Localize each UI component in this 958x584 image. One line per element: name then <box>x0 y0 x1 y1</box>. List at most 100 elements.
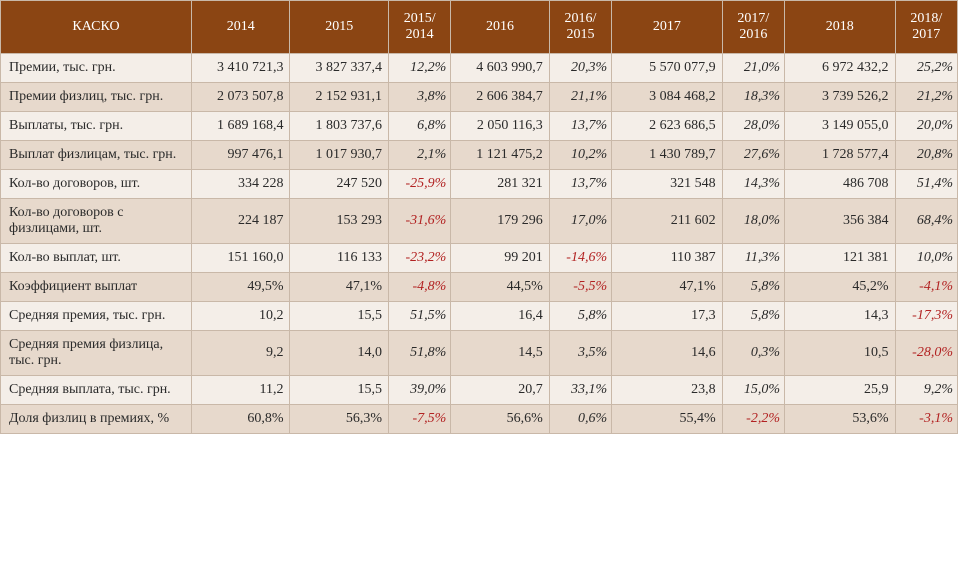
value-cell: 25,9 <box>784 376 895 405</box>
pct-cell: 20,8% <box>895 141 957 170</box>
pct-cell: 15,0% <box>722 376 784 405</box>
row-label: Премии физлиц, тыс. грн. <box>1 83 192 112</box>
value-cell: 281 321 <box>451 170 550 199</box>
value-cell: 17,3 <box>612 302 723 331</box>
header-col: 2016/ 2015 <box>549 1 611 54</box>
value-cell: 179 296 <box>451 199 550 244</box>
header-col: 2017/ 2016 <box>722 1 784 54</box>
value-cell: 15,5 <box>290 302 389 331</box>
value-cell: 1 017 930,7 <box>290 141 389 170</box>
pct-cell: 21,0% <box>722 54 784 83</box>
value-cell: 116 133 <box>290 244 389 273</box>
pct-cell: 51,5% <box>388 302 450 331</box>
value-cell: 20,7 <box>451 376 550 405</box>
value-cell: 2 152 931,1 <box>290 83 389 112</box>
value-cell: 14,0 <box>290 331 389 376</box>
value-cell: 153 293 <box>290 199 389 244</box>
pct-cell: 11,3% <box>722 244 784 273</box>
header-title: КАСКО <box>1 1 192 54</box>
row-label: Премии, тыс. грн. <box>1 54 192 83</box>
header-row: КАСКО 2014 2015 2015/ 2014 2016 2016/ 20… <box>1 1 958 54</box>
pct-cell: 25,2% <box>895 54 957 83</box>
header-col: 2017 <box>612 1 723 54</box>
value-cell: 2 073 507,8 <box>191 83 290 112</box>
value-cell: 49,5% <box>191 273 290 302</box>
pct-cell: 51,4% <box>895 170 957 199</box>
pct-cell: 5,8% <box>722 273 784 302</box>
pct-cell: -5,5% <box>549 273 611 302</box>
value-cell: 60,8% <box>191 405 290 434</box>
value-cell: 99 201 <box>451 244 550 273</box>
table-row: Кол-во договоров, шт.334 228247 520-25,9… <box>1 170 958 199</box>
pct-cell: 10,2% <box>549 141 611 170</box>
pct-cell: 39,0% <box>388 376 450 405</box>
pct-cell: 6,8% <box>388 112 450 141</box>
pct-cell: 3,5% <box>549 331 611 376</box>
row-label: Кол-во договоров с физлицами, шт. <box>1 199 192 244</box>
pct-cell: 27,6% <box>722 141 784 170</box>
value-cell: 321 548 <box>612 170 723 199</box>
table-row: Средняя премия, тыс. грн.10,215,551,5%16… <box>1 302 958 331</box>
table-row: Кол-во выплат, шт.151 160,0116 133-23,2%… <box>1 244 958 273</box>
value-cell: 10,2 <box>191 302 290 331</box>
table-row: Премии, тыс. грн.3 410 721,33 827 337,41… <box>1 54 958 83</box>
pct-cell: 18,0% <box>722 199 784 244</box>
row-label: Кол-во выплат, шт. <box>1 244 192 273</box>
pct-cell: -17,3% <box>895 302 957 331</box>
value-cell: 9,2 <box>191 331 290 376</box>
value-cell: 47,1% <box>612 273 723 302</box>
header-col: 2018 <box>784 1 895 54</box>
pct-cell: 20,3% <box>549 54 611 83</box>
value-cell: 6 972 432,2 <box>784 54 895 83</box>
header-col: 2015/ 2014 <box>388 1 450 54</box>
pct-cell: -2,2% <box>722 405 784 434</box>
kasko-table: КАСКО 2014 2015 2015/ 2014 2016 2016/ 20… <box>0 0 958 434</box>
pct-cell: 9,2% <box>895 376 957 405</box>
pct-cell: 12,2% <box>388 54 450 83</box>
row-label: Выплаты, тыс. грн. <box>1 112 192 141</box>
value-cell: 3 084 468,2 <box>612 83 723 112</box>
value-cell: 1 728 577,4 <box>784 141 895 170</box>
pct-cell: 28,0% <box>722 112 784 141</box>
header-col: 2016 <box>451 1 550 54</box>
value-cell: 1 689 168,4 <box>191 112 290 141</box>
row-label: Средняя выплата, тыс. грн. <box>1 376 192 405</box>
value-cell: 10,5 <box>784 331 895 376</box>
pct-cell: 21,1% <box>549 83 611 112</box>
table-row: Средняя выплата, тыс. грн.11,215,539,0%2… <box>1 376 958 405</box>
pct-cell: 3,8% <box>388 83 450 112</box>
value-cell: 110 387 <box>612 244 723 273</box>
pct-cell: -4,8% <box>388 273 450 302</box>
table-body: Премии, тыс. грн.3 410 721,33 827 337,41… <box>1 54 958 434</box>
value-cell: 224 187 <box>191 199 290 244</box>
value-cell: 5 570 077,9 <box>612 54 723 83</box>
pct-cell: 13,7% <box>549 112 611 141</box>
value-cell: 14,6 <box>612 331 723 376</box>
header-col: 2015 <box>290 1 389 54</box>
pct-cell: 10,0% <box>895 244 957 273</box>
value-cell: 16,4 <box>451 302 550 331</box>
value-cell: 1 121 475,2 <box>451 141 550 170</box>
value-cell: 56,6% <box>451 405 550 434</box>
value-cell: 486 708 <box>784 170 895 199</box>
pct-cell: 51,8% <box>388 331 450 376</box>
pct-cell: -7,5% <box>388 405 450 434</box>
value-cell: 14,3 <box>784 302 895 331</box>
pct-cell: 20,0% <box>895 112 957 141</box>
pct-cell: -3,1% <box>895 405 957 434</box>
value-cell: 15,5 <box>290 376 389 405</box>
table-row: Выплат физлицам, тыс. грн.997 476,11 017… <box>1 141 958 170</box>
table-row: Доля физлиц в премиях, %60,8%56,3%-7,5%5… <box>1 405 958 434</box>
pct-cell: 13,7% <box>549 170 611 199</box>
row-label: Выплат физлицам, тыс. грн. <box>1 141 192 170</box>
row-label: Средняя премия физлица, тыс. грн. <box>1 331 192 376</box>
pct-cell: 17,0% <box>549 199 611 244</box>
value-cell: 1 430 789,7 <box>612 141 723 170</box>
table-row: Кол-во договоров с физлицами, шт.224 187… <box>1 199 958 244</box>
value-cell: 334 228 <box>191 170 290 199</box>
value-cell: 211 602 <box>612 199 723 244</box>
value-cell: 1 803 737,6 <box>290 112 389 141</box>
table-row: Средняя премия физлица, тыс. грн.9,214,0… <box>1 331 958 376</box>
row-label: Средняя премия, тыс. грн. <box>1 302 192 331</box>
pct-cell: -14,6% <box>549 244 611 273</box>
